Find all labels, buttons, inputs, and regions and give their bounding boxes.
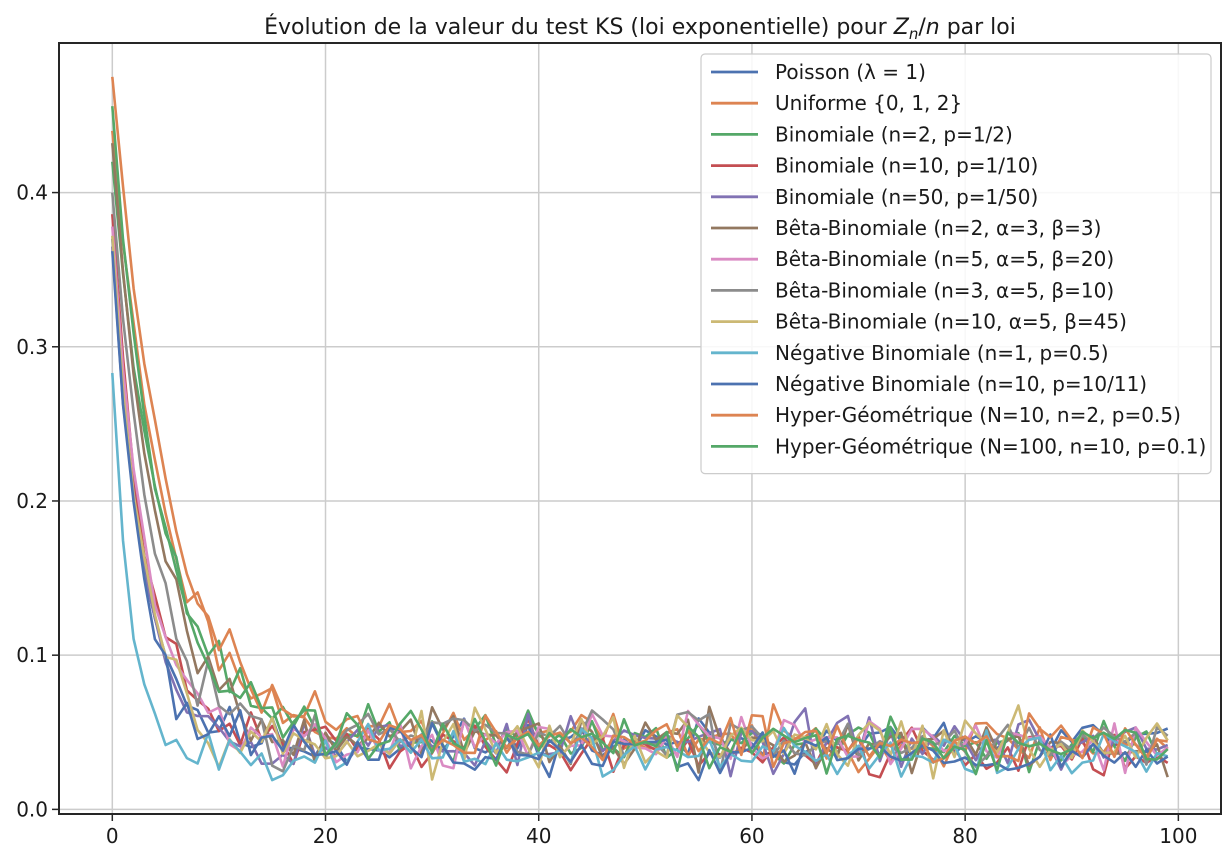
x-tick-label: 0 xyxy=(106,824,119,848)
y-tick-label: 0.3 xyxy=(16,335,48,359)
chart-title-math-n: n xyxy=(926,15,940,40)
legend-label: Binomiale (n=2, p=1/2) xyxy=(775,122,1013,146)
legend-label: Hyper-Géométrique (N=10, n=2, p=0.5) xyxy=(775,403,1181,427)
chart-title-math-main: Z xyxy=(893,15,910,40)
chart-title-suffix: par loi xyxy=(940,15,1016,40)
legend-label: Bêta-Binomiale (n=3, α=5, β=10) xyxy=(775,278,1114,302)
y-tick-label: 0.1 xyxy=(16,643,48,667)
y-tick-label: 0.2 xyxy=(16,489,48,513)
x-tick-label: 80 xyxy=(952,824,977,848)
legend-label: Bêta-Binomiale (n=5, α=5, β=20) xyxy=(775,247,1114,271)
plot-frame xyxy=(58,42,1222,815)
legend-label: Négative Binomiale (n=1, p=0.5) xyxy=(775,341,1109,365)
legend-label: Uniforme {0, 1, 2} xyxy=(775,91,962,115)
chart-title-math-sub: n xyxy=(909,25,919,43)
legend: Poisson (λ = 1) Uniforme {0, 1, 2} Binomia… xyxy=(700,53,1212,475)
legend-label: Bêta-Binomiale (n=2, α=3, β=3) xyxy=(775,216,1101,240)
legend-label: Poisson (λ = 1) xyxy=(775,60,926,84)
series-lines xyxy=(111,76,1169,782)
grid xyxy=(59,43,1221,814)
x-tick-label: 20 xyxy=(313,824,338,848)
series-line-13 xyxy=(111,106,1169,776)
chart-title-prefix: Évolution de la valeur du test KS (loi e… xyxy=(264,14,894,40)
x-tick-label: 100 xyxy=(1159,824,1197,848)
x-tick-label: 40 xyxy=(526,824,551,848)
legend-label: Bêta-Binomiale (n=10, α=5, β=45) xyxy=(775,310,1127,334)
chart-title-math-slash: / xyxy=(918,15,926,40)
y-tick-label: 0.4 xyxy=(16,181,48,205)
legend-label: Hyper-Géométrique (N=100, n=10, p=0.1) xyxy=(775,434,1206,458)
legend-label: Binomiale (n=10, p=1/10) xyxy=(775,154,1038,178)
legend-label: Négative Binomiale (n=10, p=10/11) xyxy=(775,372,1147,396)
legend-box xyxy=(700,53,1212,475)
y-tick-label: 0.0 xyxy=(16,797,48,821)
ticks: 0 20 40 60 80 100 0.0 0.1 0.2 0.3 0.4 xyxy=(16,181,1197,848)
chart-title: Évolution de la valeur du test KS (loi e… xyxy=(264,14,1016,43)
x-tick-label: 60 xyxy=(739,824,764,848)
legend-label: Binomiale (n=50, p=1/50) xyxy=(775,185,1038,209)
